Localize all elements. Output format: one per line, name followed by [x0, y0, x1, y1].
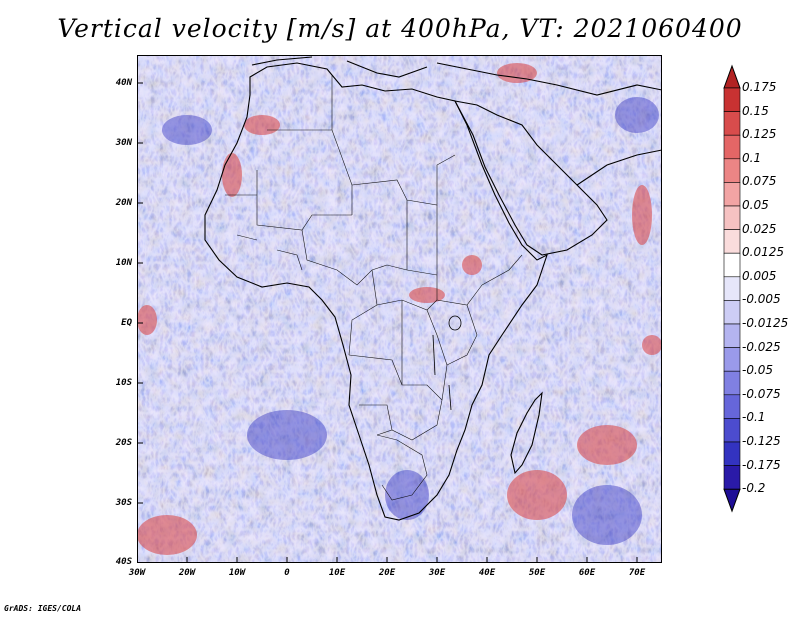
- lat-label: 40N: [115, 78, 132, 88]
- lon-label: 10E: [328, 568, 346, 578]
- country-borders: [225, 75, 523, 501]
- colorbar-label: -0.125: [742, 434, 781, 448]
- colorbar-label: -0.0125: [742, 316, 789, 330]
- colorbar-label: 0.15: [742, 103, 769, 118]
- colorbar-label: 0.125: [742, 127, 777, 142]
- colorbar-label: -0.05: [742, 363, 774, 378]
- colorbar-box: [723, 134, 741, 160]
- velocity-map: [137, 55, 662, 563]
- lat-label: 10N: [115, 258, 132, 268]
- lat-label: 30S: [115, 498, 132, 508]
- colorbar-box: [723, 182, 741, 207]
- lat-label: 20S: [115, 438, 132, 448]
- colorbar-box: [723, 441, 741, 466]
- colorbar-box: [723, 418, 741, 443]
- colorbar-label: -0.175: [742, 457, 781, 472]
- lon-label: 30W: [128, 568, 146, 578]
- lon-label: 70E: [628, 568, 646, 578]
- colorbar-box: [723, 370, 741, 396]
- grads-credit: GrADS: IGES/COLA: [4, 604, 82, 613]
- colorbar-label: -0.005: [742, 292, 781, 307]
- lakes: [432, 315, 462, 411]
- colorbar-label: 0.005: [742, 268, 777, 283]
- colorbar-box: [723, 252, 741, 278]
- coastlines: [204, 56, 662, 521]
- colorbar-box: [723, 229, 741, 254]
- colorbar-box: [723, 276, 741, 301]
- colorbar-label: -0.075: [742, 386, 781, 401]
- lat-label: 30N: [115, 138, 132, 148]
- colorbar-box: [723, 347, 741, 372]
- colorbar-box: [723, 300, 741, 325]
- colorbar-box: [723, 87, 741, 112]
- colorbar-label: 0.05: [742, 198, 769, 212]
- colorbar-box: [723, 111, 741, 136]
- colorbar-box: [723, 205, 741, 230]
- lat-label: 40S: [115, 557, 132, 567]
- colorbar-label: -0.025: [742, 339, 781, 354]
- lon-label: 0: [284, 568, 290, 578]
- axis-ticks: [137, 82, 638, 563]
- colorbar-box: [723, 394, 741, 419]
- lat-label: 20N: [115, 198, 132, 208]
- colorbar-box: [723, 158, 741, 183]
- ascent-patches: [137, 63, 662, 555]
- colorbar-box: [723, 323, 741, 348]
- lon-label: 30E: [428, 568, 446, 578]
- lon-label: 20W: [178, 568, 196, 578]
- colorbar-label: 0.075: [742, 174, 777, 189]
- colorbar-box: [723, 465, 741, 490]
- lat-label: EQ: [121, 318, 132, 328]
- colorbar-label: -0.2: [742, 481, 766, 496]
- lon-label: 20E: [378, 568, 396, 578]
- colorbar-label: 0.1: [742, 150, 762, 165]
- chart-title: Vertical velocity [m/s] at 400hPa, VT: 2…: [57, 14, 743, 43]
- colorbar: [723, 64, 741, 513]
- colorbar-label: -0.1: [742, 410, 766, 425]
- colorbar-top-arrow: [723, 64, 741, 89]
- lon-label: 60E: [578, 568, 596, 578]
- lat-label: 10S: [115, 378, 132, 388]
- colorbar-label: 0.025: [742, 221, 777, 236]
- lon-label: 50E: [528, 568, 546, 578]
- colorbar-label: 0.175: [742, 80, 777, 94]
- lon-label: 40E: [478, 568, 496, 578]
- lon-label: 10W: [228, 568, 246, 578]
- colorbar-bottom-arrow: [723, 488, 741, 513]
- descent-patches: [162, 97, 659, 545]
- colorbar-label: 0.0125: [742, 245, 784, 260]
